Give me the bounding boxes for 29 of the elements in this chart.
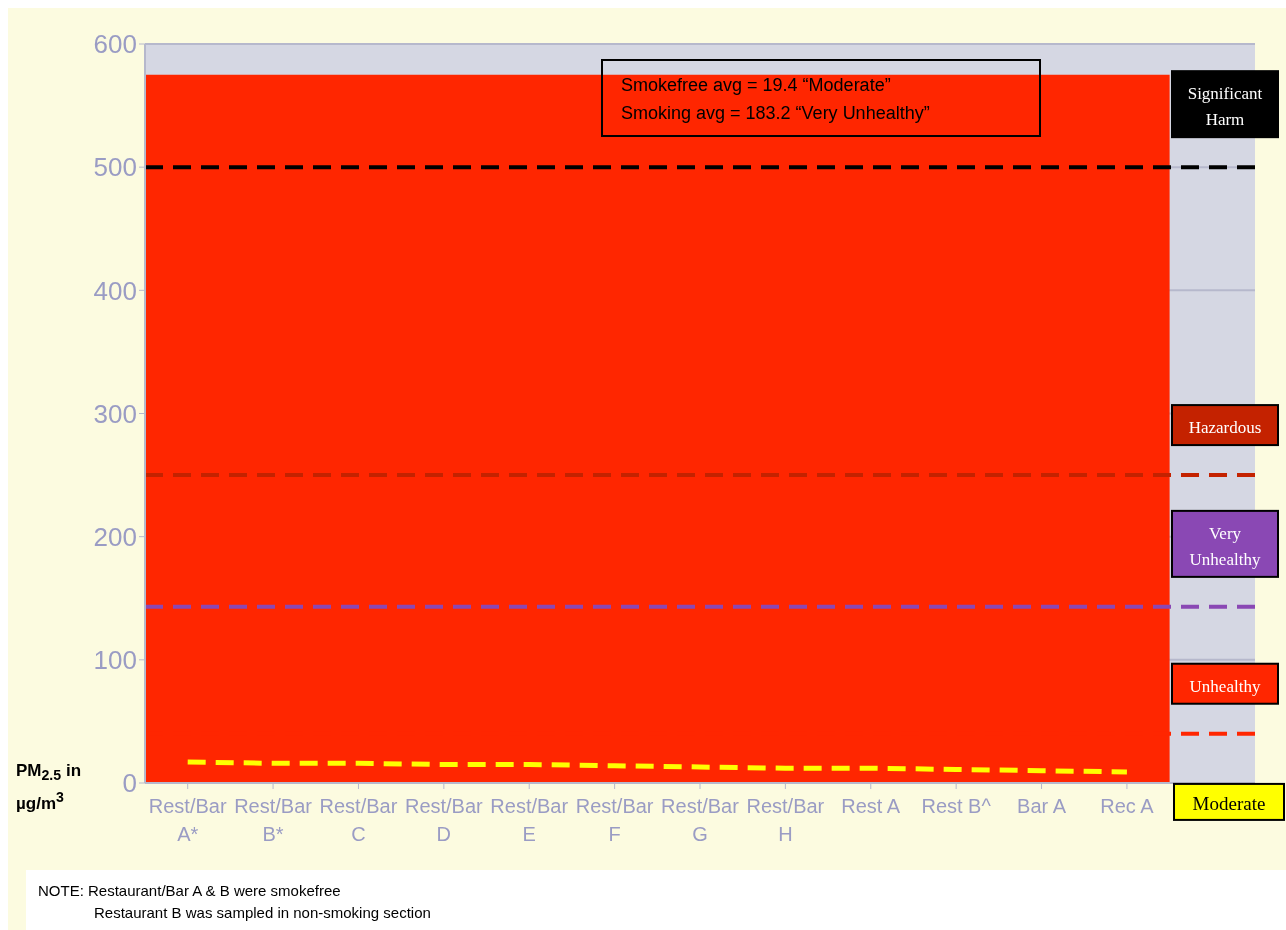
x-tick-label: Rest/Bar H: [746, 795, 825, 845]
y-tick-label: 100: [93, 645, 137, 676]
x-tick-label: Rest/Bar B*: [234, 795, 313, 845]
y-tick-label: 400: [93, 275, 137, 306]
y-tick-label: 500: [93, 152, 137, 183]
ref-line-label: Unhealthy: [1189, 676, 1261, 696]
annotation: Smokefree avg = 19.4 “Moderate”: [621, 74, 892, 97]
x-tick-label: Rest A: [841, 795, 901, 817]
text: Restaurant B was sampled in non-smoking section: [93, 903, 432, 923]
ref-line-label: Significant Harm: [1187, 84, 1263, 130]
y-tick-label: 200: [93, 521, 137, 552]
x-tick-label: Rest/Bar A*: [148, 795, 227, 845]
x-tick-label: Rest/Bar C: [319, 795, 398, 845]
y-axis-title: PM$_{2.5}$ in µg/m$^{3}$: [16, 760, 83, 816]
y-tick-label: 600: [93, 29, 137, 60]
annotation: Smoking avg = 183.2 “Very Unhealthy”: [621, 102, 931, 125]
x-tick-label: Rest/Bar E: [490, 795, 569, 845]
x-tick-label: Bar A: [1017, 795, 1067, 817]
x-tick-label: Rec A: [1100, 795, 1155, 817]
text: NOTE: Restaurant/Bar A & B were smokefree: [38, 881, 342, 901]
y-tick-label: 300: [93, 398, 137, 429]
y-tick-label: 0: [122, 768, 137, 799]
ref-line-label: Very Unhealthy: [1189, 523, 1261, 569]
x-tick-label: Rest/Bar G: [661, 795, 740, 845]
x-tick-label: Rest B^: [921, 795, 992, 817]
text: Moderate: [1192, 792, 1266, 814]
ref-line-label: Hazardous: [1188, 418, 1262, 438]
x-tick-label: Rest/Bar F: [575, 795, 654, 845]
x-tick-label: Rest/Bar D: [404, 795, 484, 845]
